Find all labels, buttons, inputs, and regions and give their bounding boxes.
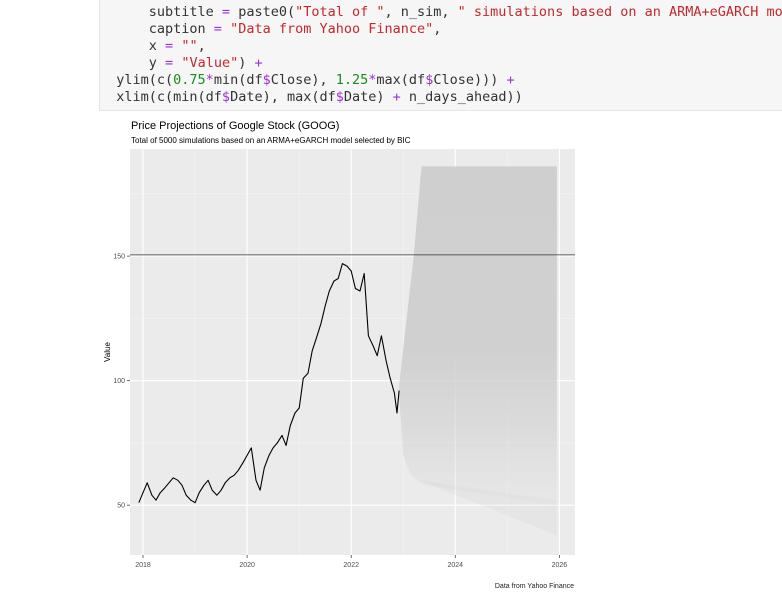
code-token: * (205, 72, 214, 88)
y-tick-label: 50 (117, 503, 125, 510)
chart-title: Price Projections of Google Stock (GOOG) (131, 120, 340, 132)
x-tick-label: 2026 (552, 562, 568, 569)
price-series-line (138, 263, 400, 504)
code-token: , (433, 21, 442, 37)
simulation-band (399, 166, 557, 506)
y-tick-label: 150 (113, 254, 125, 261)
code-token: x (100, 38, 166, 54)
code-token: Date) (343, 89, 393, 105)
code-token: + (254, 55, 263, 71)
code-line: caption = "Data from Yahoo Finance", (100, 21, 442, 38)
code-token: xlim(c(min(df (100, 89, 222, 105)
code-token: ylim(c( (100, 72, 174, 88)
code-token: "Value" (181, 55, 239, 71)
code-token: , (197, 38, 206, 54)
code-token: n_days_ahead)) (400, 89, 523, 105)
code-block: subtitle = paste0("Total of ", n_sim, " … (99, 0, 782, 111)
code-token: = (213, 21, 222, 37)
code-token: 0.75 (173, 72, 206, 88)
code-token: $ (221, 89, 231, 105)
code-token: + (506, 72, 515, 88)
code-token: "" (181, 38, 198, 54)
code-line: x = "", (100, 38, 206, 55)
code-token: + (392, 89, 401, 105)
code-token: Close), (270, 72, 336, 88)
code-token: subtitle (100, 4, 222, 20)
code-token: paste0( (230, 4, 296, 20)
code-token: " simulations based on an ARMA+eGARCH mo… (457, 4, 782, 20)
x-tick-label: 2018 (135, 562, 151, 569)
x-tick-label: 2024 (448, 562, 464, 569)
code-line: ylim(c(0.75*min(df$Close), 1.25*max(df$C… (100, 72, 515, 89)
code-token: ) (238, 55, 255, 71)
code-token: = (165, 38, 174, 54)
code-token: $ (425, 72, 434, 88)
code-token: 1.25 (335, 72, 369, 88)
chart-caption: Data from Yahoo Finance (494, 583, 574, 590)
y-tick-label: 100 (113, 378, 125, 385)
y-axis-title: Value (103, 342, 112, 362)
code-token: max(df (376, 72, 426, 88)
chart-subtitle: Total of 5000 simulations based on an AR… (131, 136, 411, 145)
code-token: $ (262, 72, 271, 88)
code-token: = (165, 55, 174, 71)
x-tick-label: 2020 (239, 562, 255, 569)
code-line: xlim(c(min(df$Date), max(df$Date) + n_da… (100, 89, 523, 106)
code-line: subtitle = paste0("Total of ", n_sim, " … (100, 4, 782, 21)
x-tick-label: 2022 (343, 562, 359, 569)
code-token: = (221, 4, 231, 20)
simulation-band-tail (418, 480, 557, 536)
code-token: min(df (213, 72, 263, 88)
code-token: * (368, 72, 377, 88)
code-token: y (100, 55, 166, 71)
code-token: , n_sim, (384, 4, 458, 20)
code-token: "Data from Yahoo Finance" (230, 21, 434, 37)
code-token: Date), max(df (230, 89, 336, 105)
code-token: Close))) (433, 72, 507, 88)
code-token: $ (335, 89, 344, 105)
code-line: y = "Value") + (100, 55, 263, 72)
code-token: "Total of " (295, 4, 385, 20)
code-token: caption (100, 21, 214, 37)
